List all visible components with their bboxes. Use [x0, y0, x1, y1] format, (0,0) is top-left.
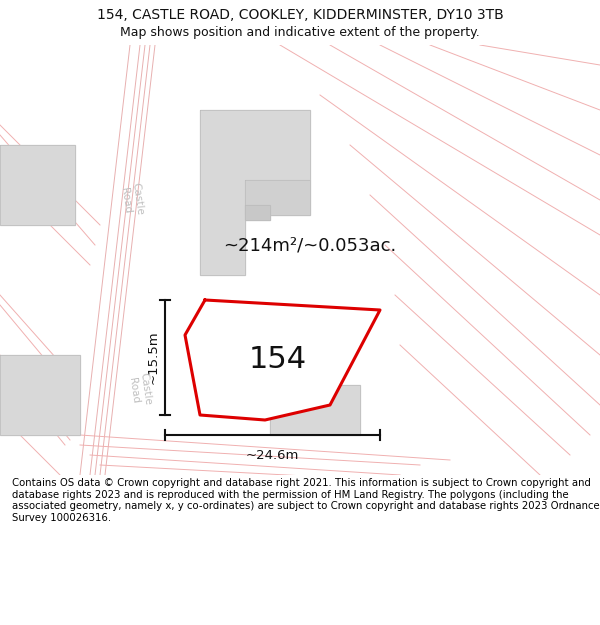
- Polygon shape: [0, 145, 75, 225]
- Text: Map shows position and indicative extent of the property.: Map shows position and indicative extent…: [120, 26, 480, 39]
- Text: Castle
Road: Castle Road: [127, 372, 153, 408]
- Text: 154, CASTLE ROAD, COOKLEY, KIDDERMINSTER, DY10 3TB: 154, CASTLE ROAD, COOKLEY, KIDDERMINSTER…: [97, 8, 503, 22]
- Polygon shape: [245, 180, 310, 215]
- Polygon shape: [0, 355, 80, 435]
- Text: ~15.5m: ~15.5m: [146, 331, 160, 384]
- Polygon shape: [245, 205, 270, 220]
- Text: ~214m²/~0.053ac.: ~214m²/~0.053ac.: [223, 236, 397, 254]
- Text: ~24.6m: ~24.6m: [246, 449, 299, 462]
- Text: Castle
Road: Castle Road: [119, 182, 145, 218]
- Polygon shape: [185, 300, 380, 420]
- Text: 154: 154: [249, 346, 307, 374]
- Text: Contains OS data © Crown copyright and database right 2021. This information is : Contains OS data © Crown copyright and d…: [12, 478, 599, 523]
- Polygon shape: [270, 385, 360, 435]
- Polygon shape: [200, 110, 310, 275]
